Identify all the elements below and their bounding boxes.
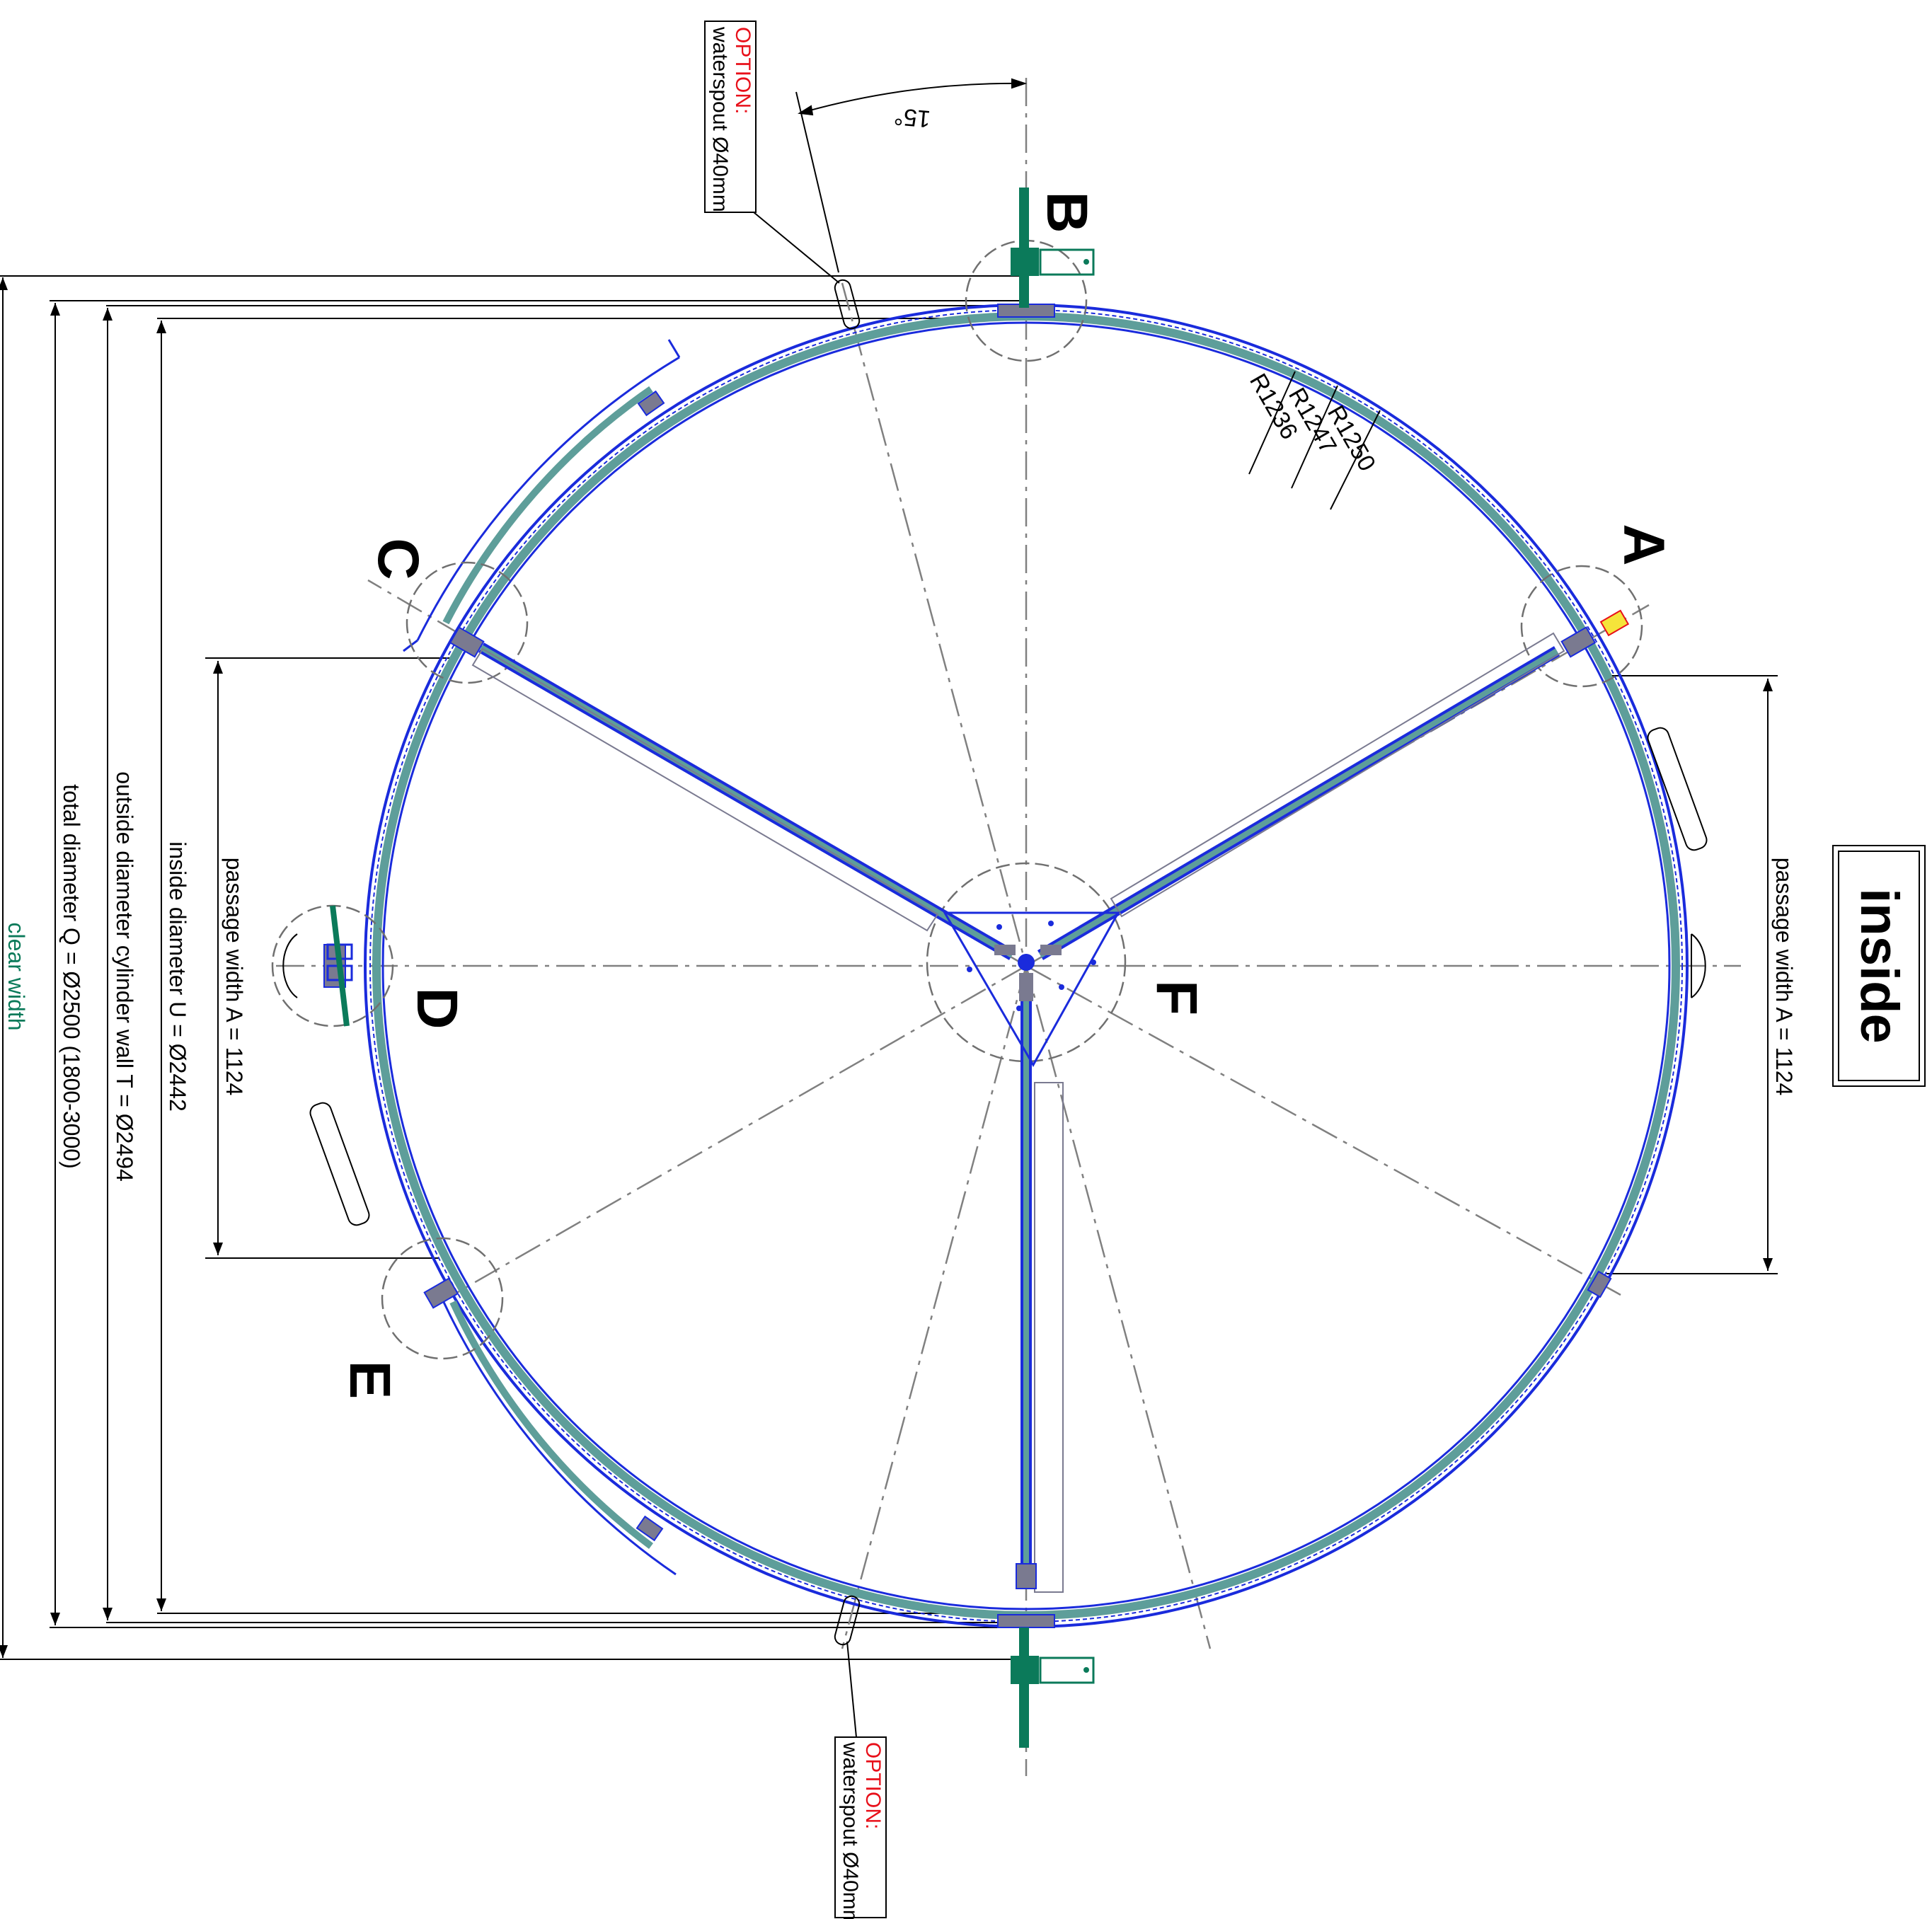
center-lines: [276, 78, 1741, 1776]
waterspout-bottom: [834, 1595, 861, 1738]
center-dots: [967, 921, 1096, 1011]
waterspout-top: [753, 212, 861, 330]
option-top-title: OPTION:: [731, 27, 754, 114]
diameter-dimension-lines: [0, 275, 1778, 1660]
clear-width-label: clear width: [4, 923, 29, 1031]
option-bottom-text: waterspout Ø40mm: [839, 1741, 862, 1919]
label-D: D: [405, 987, 469, 1029]
outer-sliding-leaves-teal: [442, 386, 653, 1550]
inside-box-outer: [1832, 845, 1926, 1087]
label-B: B: [1035, 191, 1099, 233]
inside-label: inside: [1849, 888, 1909, 1044]
total-diameter-label: total diameter Q = Ø2500 (1800-3000): [59, 784, 84, 1168]
option-box-top: [704, 21, 757, 213]
passage-width-right-label: passage width A = 1124: [1771, 858, 1797, 1096]
inside-diameter-label: inside diameter U = Ø2442: [165, 841, 190, 1112]
label-E: E: [338, 1361, 402, 1400]
label-A: A: [1611, 524, 1676, 565]
angle-dimension: [795, 78, 1028, 273]
door-wings: [478, 642, 1560, 1578]
option-bottom-title: OPTION:: [861, 1742, 885, 1829]
center-hub: [994, 945, 1062, 1001]
yellow-fitting-A: [1599, 609, 1630, 637]
option-box-bottom: [834, 1736, 887, 1918]
pivot-D: [282, 905, 353, 1027]
label-F: F: [1144, 980, 1209, 1015]
dimension-arrowheads: [0, 277, 1773, 1658]
pivot-B-top: [1011, 188, 1095, 308]
option-top-text: waterspout Ø40mm: [708, 26, 732, 212]
angle-label: 15°: [893, 103, 932, 132]
pivot-B-bottom: [1011, 1627, 1095, 1748]
detail-circles: [271, 239, 1643, 1360]
passage-width-left-label: passage width A = 1124: [222, 858, 247, 1096]
label-C: C: [366, 538, 430, 580]
radius-leaders: [1248, 371, 1381, 510]
outside-diameter-label: outside diameter cylinder wall T = Ø2494: [112, 771, 137, 1182]
outer-sliding-leaves: [403, 339, 681, 1576]
side-handles: [309, 727, 1708, 1226]
wing-seals: [471, 632, 1565, 1593]
center-triangle: [943, 911, 1120, 1068]
inside-box-inner: [1838, 851, 1920, 1081]
